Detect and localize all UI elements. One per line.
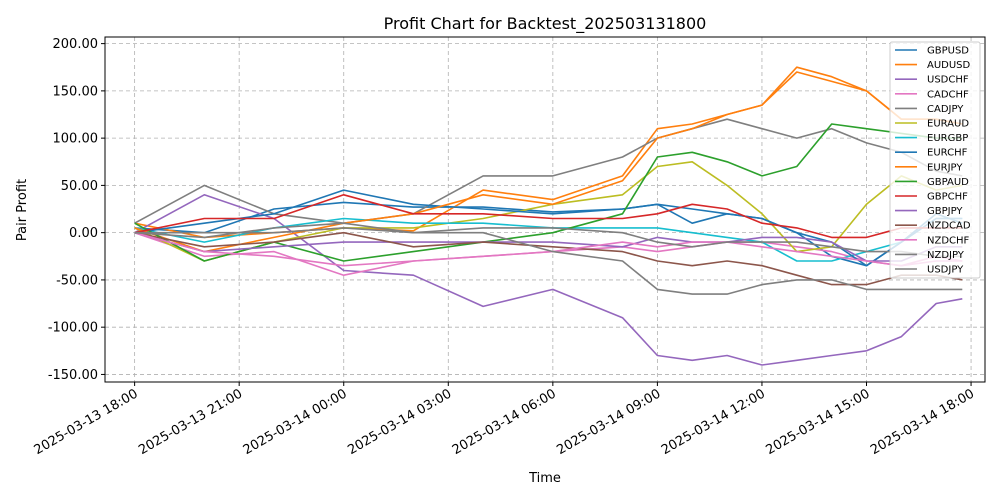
x-axis-title: Time bbox=[528, 471, 561, 486]
legend-label-euraud: EURAUD bbox=[927, 119, 969, 130]
legend-label-audusd: AUDUSD bbox=[927, 60, 971, 71]
legend-label-eurchf: EURCHF bbox=[927, 148, 968, 159]
plot-background bbox=[105, 37, 985, 382]
series-line-euraud bbox=[134, 161, 963, 262]
chart-title: Profit Chart for Backtest_202503131800 bbox=[384, 14, 707, 34]
legend-label-nzdcad: NZDCAD bbox=[927, 221, 971, 232]
series-lines bbox=[134, 66, 963, 366]
x-tick-label: 2025-03-14 18:00 bbox=[868, 386, 977, 458]
y-tick-label: 150.00 bbox=[53, 84, 99, 99]
series-line-gbpchf bbox=[134, 194, 963, 239]
legend-label-gbpaud: GBPAUD bbox=[927, 177, 969, 188]
y-tick-label: -150.00 bbox=[48, 368, 98, 383]
x-tick-label: 2025-03-13 18:00 bbox=[32, 386, 141, 458]
y-tick-label: 50.00 bbox=[61, 179, 98, 194]
legend-label-gbpusd: GBPUSD bbox=[927, 46, 969, 57]
y-tick-label: -50.00 bbox=[56, 273, 98, 288]
x-tick-label: 2025-03-14 09:00 bbox=[554, 386, 663, 458]
y-tick-label: 100.00 bbox=[53, 132, 99, 147]
legend-box bbox=[889, 41, 981, 279]
legend-label-cadchf: CADCHF bbox=[927, 89, 969, 100]
series-line-eurgbp bbox=[134, 217, 963, 262]
x-tick-label: 2025-03-14 03:00 bbox=[345, 386, 454, 458]
series-line-gbpaud bbox=[134, 123, 963, 262]
series-line-nzdjpy bbox=[134, 227, 963, 258]
legend-label-usdjpy: USDJPY bbox=[927, 265, 964, 276]
legend-label-nzdjpy: NZDJPY bbox=[927, 250, 965, 261]
x-tick-label: 2025-03-13 21:00 bbox=[136, 386, 245, 458]
y-tick-label: -100.00 bbox=[48, 321, 98, 336]
legend-label-eurgbp: EURGBP bbox=[927, 133, 968, 144]
legend-label-usdchf: USDCHF bbox=[927, 75, 969, 86]
x-tick-label: 2025-03-14 15:00 bbox=[764, 386, 873, 458]
legend-label-gbpchf: GBPCHF bbox=[927, 192, 968, 203]
legend: GBPUSD AUDUSD USDCHF CADCHF CADJPY EURAUD EURG… bbox=[889, 41, 981, 279]
y-axis-title: Pair Profit bbox=[15, 179, 30, 241]
series-line-nzdcad bbox=[134, 231, 963, 286]
y-tick-label: 200.00 bbox=[53, 37, 99, 52]
y-tick-label: 0.00 bbox=[69, 226, 98, 241]
plot-frame bbox=[104, 36, 986, 383]
x-tick-label: 2025-03-14 06:00 bbox=[450, 386, 559, 458]
legend-label-cadjpy: CADJPY bbox=[927, 104, 964, 115]
x-tick-label: 2025-03-14 12:00 bbox=[659, 386, 768, 458]
series-line-usdchf bbox=[134, 194, 963, 366]
x-tick-label: 2025-03-14 00:00 bbox=[241, 386, 350, 458]
legend-label-gbpjpy: GBPJPY bbox=[927, 206, 963, 217]
legend-label-nzdchf: NZDCHF bbox=[927, 235, 970, 246]
series-line-eurjpy bbox=[134, 71, 963, 253]
y-axis: 200.00 150.00 100.00 50.00 0.00 -50.00 -100.00… bbox=[48, 37, 105, 383]
series-line-usdjpy bbox=[134, 222, 963, 295]
legend-label-eurjpy: EURJPY bbox=[927, 162, 963, 173]
